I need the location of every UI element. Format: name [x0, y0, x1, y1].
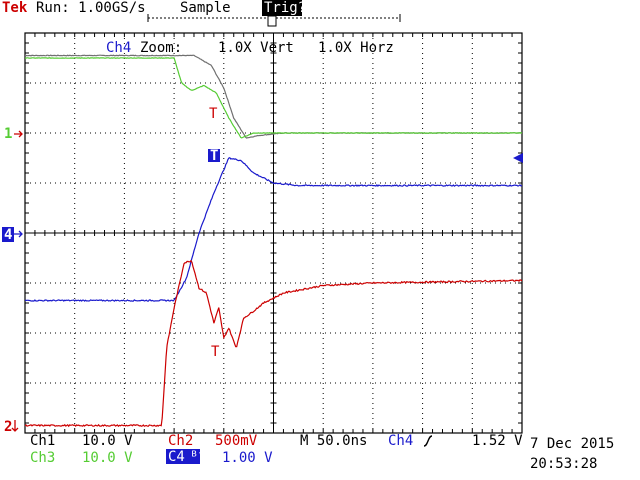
ch4-label: C4	[168, 449, 185, 465]
timebase: M 50.0ns	[300, 433, 367, 449]
ch1-ground-marker[interactable]: 1	[4, 126, 23, 142]
trace-ch4	[24, 156, 523, 302]
ch4-trigger-t-marker: T	[208, 148, 220, 164]
date: 7 Dec 2015	[530, 436, 614, 452]
acquisition-status: Run: 1.00GS/s	[36, 0, 146, 16]
ch2-scale: 500mV	[215, 433, 258, 449]
graticule	[24, 32, 523, 434]
ch4-ground-marker[interactable]: 4	[2, 227, 23, 243]
waveform-traces	[24, 54, 523, 428]
ch3-label: Ch3	[30, 450, 55, 466]
trigger-source: Ch4	[388, 433, 413, 449]
zoom-channel-label: Ch4	[106, 40, 131, 56]
acquisition-mode: Sample	[180, 0, 231, 16]
ch1-marker-label: 1	[4, 126, 12, 142]
trace-ch3	[25, 57, 523, 139]
zoom-vertical: 1.0X Vert	[218, 40, 294, 56]
trigger-level: 1.52 V	[472, 433, 523, 449]
ch4-bandwidth-icon: ᴮʷ	[190, 449, 207, 465]
ch2-ground-marker[interactable]: 2	[4, 419, 19, 435]
trigger-status-badge	[262, 0, 302, 16]
ch4-label-badge	[166, 449, 200, 464]
zoom-horizontal: 1.0X Horz	[318, 40, 394, 56]
ch1-scale: 10.0 V	[82, 433, 133, 449]
brand-label: Tek	[2, 0, 28, 16]
ch2-trigger-t-label: T	[211, 344, 220, 360]
ch4-trigger-t-label: T	[210, 148, 218, 164]
ch2-marker-label: 2	[4, 419, 12, 435]
ch4-scale: 1.00 V	[222, 450, 273, 466]
ch1-label: Ch1	[30, 433, 55, 449]
time: 20:53:28	[530, 456, 597, 472]
trace-ch2	[24, 259, 523, 428]
ch3-scale: 10.0 V	[82, 450, 133, 466]
trigger-status-text: Trig?	[264, 0, 306, 16]
ch1-trigger-t-label: T	[209, 106, 218, 122]
record-position-bar	[147, 14, 401, 27]
zoom-label: Zoom:	[140, 40, 182, 56]
ch4-marker-label: 4	[4, 227, 12, 243]
trigger-level-arrow-icon[interactable]	[513, 153, 523, 163]
ch2-label: Ch2	[168, 433, 193, 449]
rising-edge-icon	[423, 435, 433, 447]
